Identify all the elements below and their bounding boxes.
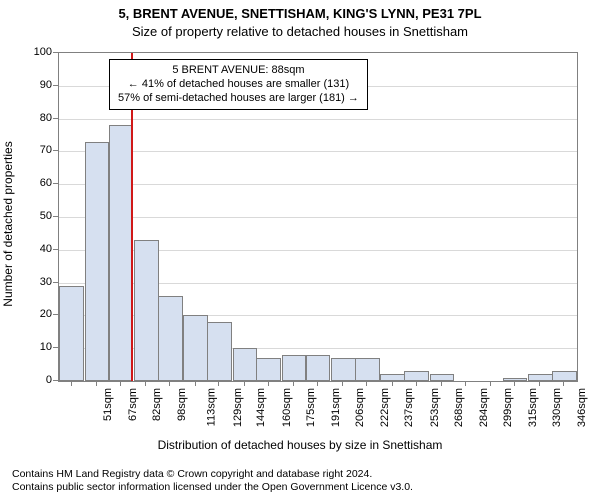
x-tick-label: 206sqm — [354, 388, 366, 427]
x-tick-mark — [366, 381, 367, 386]
histogram-bar — [404, 371, 429, 381]
histogram-bar — [233, 348, 258, 381]
x-tick-label: 330sqm — [551, 388, 563, 427]
y-tick-mark — [53, 347, 58, 348]
x-tick-label: 237sqm — [403, 388, 415, 427]
x-tick-label: 51sqm — [102, 388, 114, 421]
info-line-smaller: ← 41% of detached houses are smaller (13… — [118, 78, 359, 92]
x-tick-mark — [514, 381, 515, 386]
x-axis-label: Distribution of detached houses by size … — [0, 438, 600, 452]
x-tick-mark — [539, 381, 540, 386]
x-tick-mark — [120, 381, 121, 386]
y-tick-label: 40 — [40, 243, 52, 255]
histogram-bar — [183, 315, 208, 381]
x-tick-label: 299sqm — [502, 388, 514, 427]
attribution-footer: Contains HM Land Registry data © Crown c… — [12, 468, 413, 494]
x-tick-mark — [195, 381, 196, 386]
info-line-size: 5 BRENT AVENUE: 88sqm — [118, 64, 359, 78]
x-tick-mark — [218, 381, 219, 386]
x-tick-mark — [317, 381, 318, 386]
x-tick-mark — [71, 381, 72, 386]
x-tick-label: 268sqm — [453, 388, 465, 427]
info-line-larger: 57% of semi-detached houses are larger (… — [118, 92, 359, 106]
y-tick-label: 0 — [46, 374, 52, 386]
x-tick-mark — [441, 381, 442, 386]
x-tick-label: 175sqm — [305, 388, 317, 427]
y-tick-mark — [53, 52, 58, 53]
y-tick-mark — [53, 282, 58, 283]
y-tick-mark — [53, 150, 58, 151]
footer-line-1: Contains HM Land Registry data © Crown c… — [12, 468, 413, 481]
x-tick-mark — [169, 381, 170, 386]
y-tick-label: 30 — [40, 276, 52, 288]
x-tick-mark — [342, 381, 343, 386]
property-info-box: 5 BRENT AVENUE: 88sqm ← 41% of detached … — [109, 59, 368, 110]
y-tick-label: 60 — [40, 177, 52, 189]
histogram-bar — [355, 358, 380, 381]
y-tick-mark — [53, 380, 58, 381]
y-tick-label: 80 — [40, 112, 52, 124]
histogram-bar — [503, 378, 528, 381]
x-tick-mark — [465, 381, 466, 386]
histogram-bar — [282, 355, 307, 381]
chart-plot-area: 5 BRENT AVENUE: 88sqm ← 41% of detached … — [58, 52, 578, 382]
x-tick-label: 222sqm — [380, 388, 392, 427]
x-tick-label: 284sqm — [478, 388, 490, 427]
x-tick-label: 144sqm — [256, 388, 268, 427]
y-tick-label: 10 — [40, 341, 52, 353]
x-tick-label: 253sqm — [429, 388, 441, 427]
x-tick-label: 160sqm — [281, 388, 293, 427]
x-tick-mark — [145, 381, 146, 386]
x-tick-label: 82sqm — [151, 388, 163, 421]
x-tick-mark — [563, 381, 564, 386]
histogram-bar — [134, 240, 159, 381]
x-tick-mark — [96, 381, 97, 386]
x-tick-label: 129sqm — [232, 388, 244, 427]
y-tick-mark — [53, 85, 58, 86]
x-tick-label: 98sqm — [176, 388, 188, 421]
x-tick-mark — [490, 381, 491, 386]
histogram-bar — [158, 296, 183, 381]
chart-title-address: 5, BRENT AVENUE, SNETTISHAM, KING'S LYNN… — [0, 6, 600, 21]
x-tick-label: 113sqm — [206, 388, 218, 426]
x-tick-label: 315sqm — [527, 388, 539, 427]
y-tick-label: 100 — [34, 46, 52, 58]
x-tick-mark — [416, 381, 417, 386]
footer-line-2: Contains public sector information licen… — [12, 481, 413, 494]
x-tick-label: 346sqm — [577, 388, 589, 427]
histogram-bar — [59, 286, 84, 381]
histogram-bar — [85, 142, 110, 381]
x-tick-mark — [392, 381, 393, 386]
histogram-bar — [331, 358, 356, 381]
x-tick-label: 67sqm — [127, 388, 139, 421]
chart-subtitle: Size of property relative to detached ho… — [0, 24, 600, 39]
y-tick-label: 50 — [40, 210, 52, 222]
y-tick-label: 70 — [40, 144, 52, 156]
histogram-bar — [380, 374, 405, 381]
x-tick-label: 191sqm — [330, 388, 342, 427]
x-tick-mark — [293, 381, 294, 386]
y-tick-mark — [53, 249, 58, 250]
y-tick-mark — [53, 183, 58, 184]
histogram-bar — [207, 322, 232, 381]
histogram-bar — [552, 371, 577, 381]
y-tick-mark — [53, 216, 58, 217]
y-tick-label: 90 — [40, 79, 52, 91]
x-tick-mark — [268, 381, 269, 386]
y-axis-label: Number of detached properties — [1, 223, 15, 224]
x-tick-mark — [244, 381, 245, 386]
histogram-bar — [306, 355, 331, 381]
y-tick-label: 20 — [40, 308, 52, 320]
y-tick-mark — [53, 314, 58, 315]
histogram-bar — [256, 358, 281, 381]
y-tick-mark — [53, 118, 58, 119]
